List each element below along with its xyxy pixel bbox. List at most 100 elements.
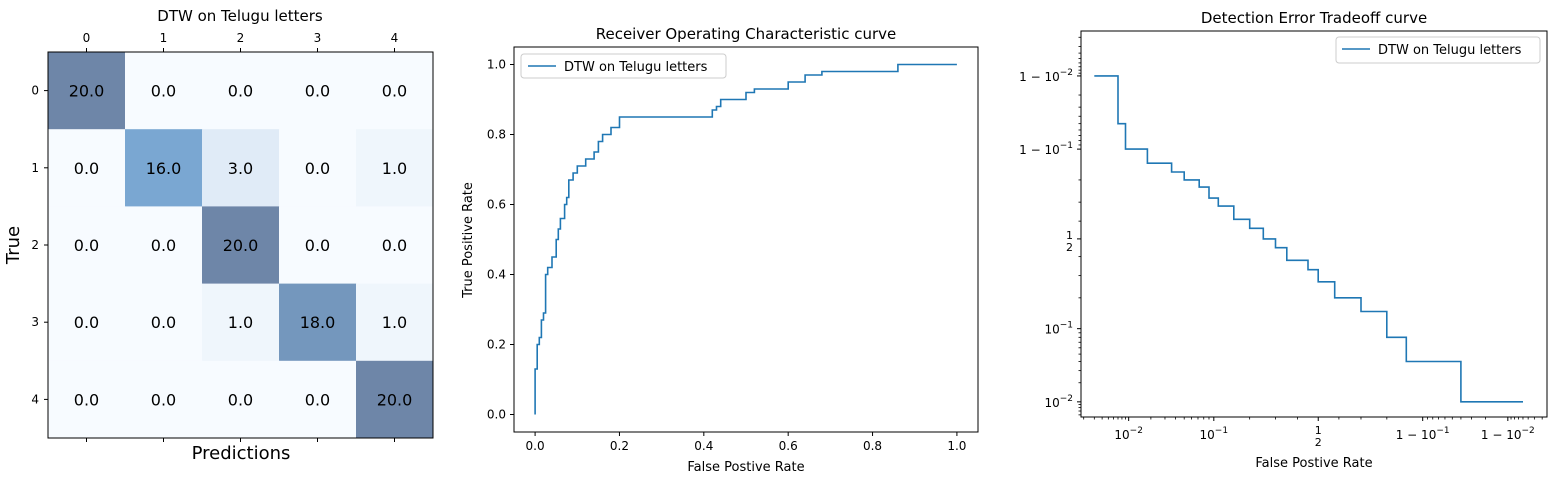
cm-cell [48, 360, 126, 439]
det-title: Detection Error Tradeoff curve [1201, 9, 1427, 27]
cm-cell [279, 129, 357, 207]
cm-ticks: 0 1 2 3 4 0 1 2 3 4 [31, 31, 398, 442]
cm-cell-label: 0.0 [151, 82, 176, 101]
cm-cells: 20.0 0.0 0.0 0.0 0.0 0.0 16.0 3.0 0.0 1.0 0.0 0.0 20… [48, 52, 434, 439]
cm-cell [48, 52, 126, 130]
cm-cell-label: 0.0 [151, 236, 176, 255]
cm-cell-label: 3.0 [228, 159, 253, 178]
cm-cell-label: 1.0 [228, 313, 253, 332]
cm-cell [279, 360, 357, 439]
cm-ytick-label: 0 [31, 84, 39, 98]
cm-cell-label: 16.0 [146, 159, 182, 178]
cm-cell [202, 206, 280, 285]
det-panel: Detection Error Tradeoff curve 10−2 10−1 1… [1019, 9, 1548, 471]
det-ytick-label: 1 − 10−1 [1019, 141, 1073, 157]
cm-cell-label: 0.0 [74, 313, 99, 332]
det-ticks: 10−2 10−1 1 2 1 − 10−1 1 − 10−2 1 − 10−2 1 − 10… [1019, 36, 1543, 449]
cm-cell [279, 283, 357, 362]
det-xtick-label: 10−1 [1200, 426, 1229, 442]
cm-xtick-label: 4 [391, 31, 399, 45]
cm-cell [356, 206, 434, 285]
roc-ytick-label: 0.8 [487, 128, 506, 142]
roc-ytick-label: 0.2 [487, 338, 506, 352]
cm-cell-label: 0.0 [305, 390, 330, 409]
cm-cell-label: 0.0 [74, 159, 99, 178]
roc-frame [513, 46, 979, 433]
cm-cell [125, 283, 203, 362]
cm-cell [48, 283, 126, 362]
cm-cell-label: 0.0 [74, 390, 99, 409]
cm-cell [48, 206, 126, 285]
cm-cell [202, 283, 280, 362]
cm-cell-label: 20.0 [69, 82, 105, 101]
cm-cell-label: 0.0 [228, 82, 253, 101]
det-ytick-label: 10−1 [1044, 321, 1073, 337]
cm-cell-label: 0.0 [305, 82, 330, 101]
roc-ytick-label: 0.0 [487, 408, 506, 422]
det-legend-box [1335, 36, 1541, 64]
det-ytick-label: 10−2 [1044, 394, 1073, 410]
roc-ytick-label: 0.4 [487, 268, 506, 282]
roc-xtick-label: 0.6 [779, 439, 798, 453]
roc-legend: DTW on Telugu letters [520, 53, 727, 79]
det-legend-label: DTW on Telugu letters [1378, 43, 1522, 58]
cm-cell [125, 360, 203, 439]
det-xlabel: False Postive Rate [1255, 456, 1372, 471]
cm-cell-label: 0.0 [151, 313, 176, 332]
det-legend: DTW on Telugu letters [1335, 36, 1541, 64]
cm-xtick-label: 3 [314, 31, 322, 45]
cm-cell-label: 0.0 [305, 159, 330, 178]
cm-cell-label: 0.0 [74, 236, 99, 255]
roc-title: Receiver Operating Characteristic curve [596, 25, 897, 43]
cm-cell [125, 129, 203, 207]
cm-title: DTW on Telugu letters [157, 7, 323, 25]
cm-ytick-label: 1 [31, 161, 39, 175]
cm-cell-label: 20.0 [223, 236, 259, 255]
det-series-line [1094, 75, 1523, 403]
roc-xlabel: False Postive Rate [687, 460, 804, 475]
cm-cell-label: 0.0 [382, 236, 407, 255]
cm-cell [279, 206, 357, 285]
cm-cell [356, 360, 434, 439]
cm-ytick-label: 2 [31, 238, 39, 252]
cm-cell-label: 0.0 [382, 82, 407, 101]
roc-panel: Receiver Operating Characteristic curve … [461, 25, 979, 475]
roc-xtick-label: 1.0 [947, 439, 966, 453]
cm-cell [202, 52, 280, 130]
cm-cell-label: 1.0 [382, 313, 407, 332]
cm-xlabel: Predictions [192, 443, 291, 464]
det-xtick-label: 1 − 10−2 [1481, 426, 1535, 442]
det-xtick-label: 10−2 [1114, 426, 1143, 442]
roc-ytick-label: 1.0 [487, 58, 506, 72]
cm-cell-label: 18.0 [300, 313, 336, 332]
cm-cell-label: 0.0 [151, 390, 176, 409]
cm-cell [202, 360, 280, 439]
cm-xtick-label: 2 [237, 31, 245, 45]
roc-xtick-label: 0.2 [610, 439, 629, 453]
roc-legend-box [520, 53, 727, 79]
cm-cell-label: 1.0 [382, 159, 407, 178]
cm-xtick-label: 0 [83, 31, 91, 45]
confusion-matrix-panel: DTW on Telugu letters 20.0 0.0 0.0 0.0 0.00.… [3, 7, 434, 464]
cm-cell [279, 52, 357, 130]
cm-xtick-label: 1 [160, 31, 168, 45]
det-xtick-label: 1 − 10−1 [1396, 426, 1450, 442]
cm-cell-label: 0.0 [305, 236, 330, 255]
roc-ytick-label: 0.6 [487, 198, 506, 212]
cm-cell [356, 283, 434, 362]
cm-ylabel: True [3, 226, 24, 265]
cm-cell [48, 129, 126, 207]
cm-cell-label: 20.0 [377, 390, 413, 409]
roc-series-line [534, 63, 957, 415]
roc-xtick-label: 0.8 [863, 439, 882, 453]
det-ytick-label: 1 − 10−2 [1019, 68, 1073, 84]
cm-cell [356, 52, 434, 130]
cm-cell [125, 206, 203, 285]
roc-xtick-label: 0.4 [694, 439, 713, 453]
roc-xtick-label: 0.0 [526, 439, 545, 453]
cm-cell [125, 52, 203, 130]
cm-cell [356, 129, 434, 207]
